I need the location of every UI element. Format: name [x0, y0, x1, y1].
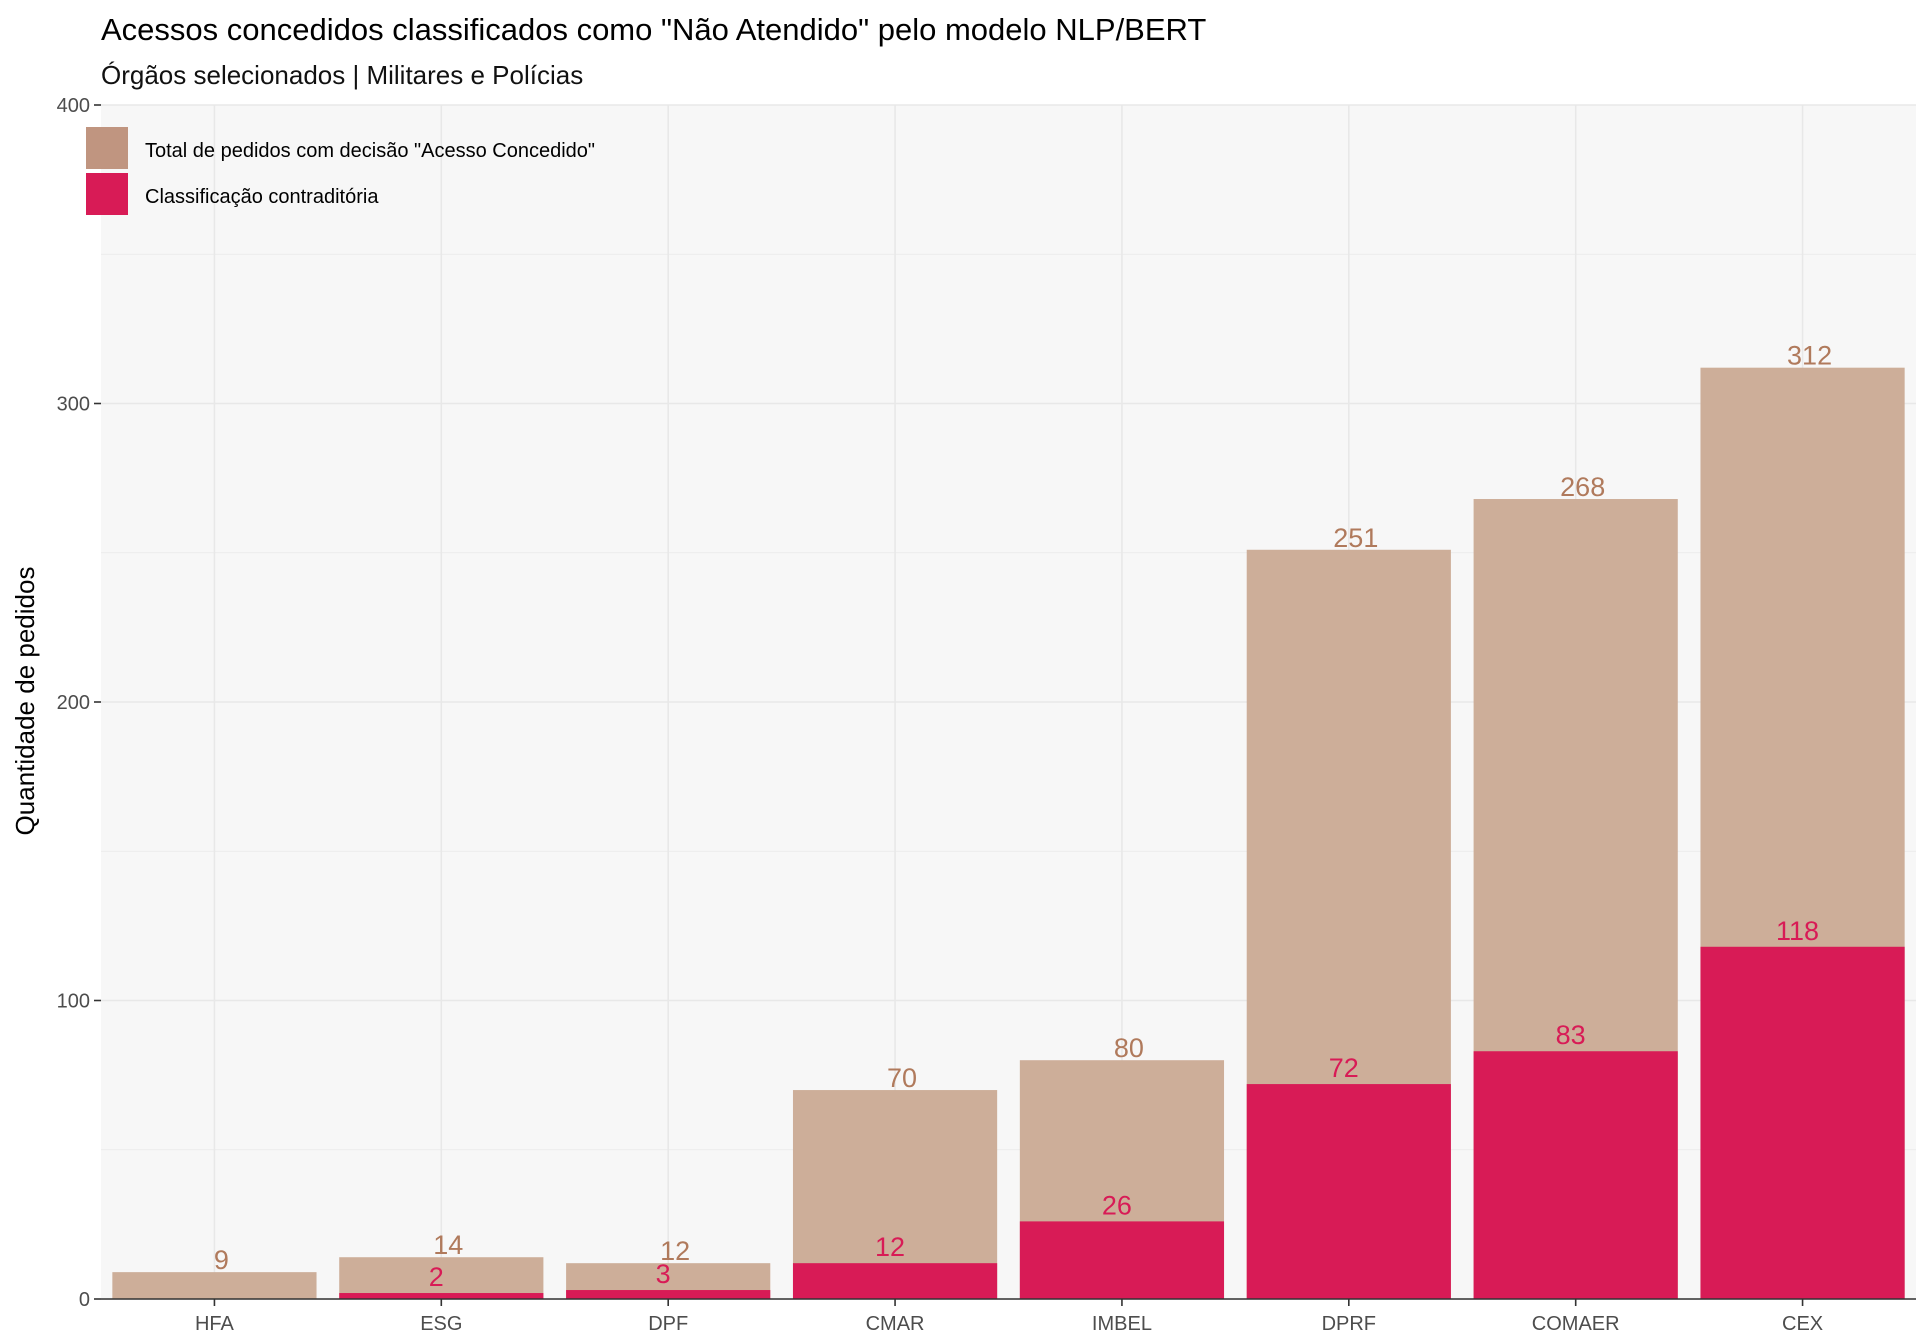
value-label-total-dprf: 251 [1333, 523, 1378, 553]
legend: Total de pedidos com decisão "Acesso Con… [86, 127, 595, 215]
x-tick-label-cex: CEX [1782, 1313, 1823, 1335]
legend-swatch-total [86, 127, 128, 169]
chart-title: Acessos concedidos classificados como "N… [101, 12, 1206, 47]
value-label-contradictory-cex: 118 [1776, 916, 1819, 946]
value-label-contradictory-cmar: 12 [875, 1232, 905, 1262]
y-tick-label: 100 [57, 991, 90, 1013]
legend-label-total: Total de pedidos com decisão "Acesso Con… [145, 140, 595, 162]
y-tick-label: 300 [57, 394, 90, 416]
value-label-contradictory-dpf: 3 [656, 1259, 671, 1289]
bar-contradictory-comaer [1473, 1051, 1678, 1299]
contradictory-bars [339, 946, 1905, 1299]
y-tick-label: 400 [57, 95, 90, 117]
x-tick-label-esg: ESG [420, 1313, 462, 1335]
x-tick-label-comaer: COMAER [1532, 1313, 1620, 1335]
value-label-total-cmar: 70 [887, 1063, 917, 1093]
value-label-total-esg: 14 [433, 1230, 463, 1260]
value-label-contradictory-dprf: 72 [1329, 1053, 1359, 1083]
bar-contradictory-imbel [1019, 1221, 1225, 1299]
x-tick-label-imbel: IMBEL [1092, 1313, 1152, 1335]
bar-contradictory-cmar [792, 1263, 998, 1299]
legend-swatch-contradictory [86, 173, 128, 215]
x-tick-label-dprf: DPRF [1322, 1313, 1376, 1335]
value-label-total-hfa: 9 [214, 1245, 229, 1275]
bar-contradictory-esg [339, 1293, 544, 1299]
y-tick-label: 200 [57, 692, 90, 714]
bar-contradictory-cex [1700, 946, 1905, 1299]
value-label-total-comaer: 268 [1560, 472, 1605, 502]
value-label-contradictory-esg: 2 [429, 1262, 444, 1292]
value-label-contradictory-comaer: 83 [1556, 1020, 1586, 1050]
y-tick-label: 0 [79, 1289, 90, 1311]
bar-contradictory-dprf [1246, 1084, 1451, 1299]
value-label-total-imbel: 80 [1114, 1033, 1144, 1063]
axes: 0 100 200 300 400 HFA ESG DPF CMAR IMBEL DPRF COMAE… [57, 95, 1916, 1335]
bar-total-esg [339, 1257, 544, 1299]
value-label-total-dpf: 12 [660, 1236, 690, 1266]
value-label-contradictory-imbel: 26 [1102, 1190, 1132, 1220]
x-tick-label-cmar: CMAR [866, 1313, 925, 1335]
x-tick-label-hfa: HFA [195, 1313, 235, 1335]
value-label-total-cex: 312 [1787, 341, 1832, 371]
x-tick-label-dpf: DPF [648, 1313, 688, 1335]
bar-contradictory-dpf [566, 1290, 771, 1299]
y-axis-label: Quantidade de pedidos [10, 567, 40, 836]
bar-total-hfa [112, 1272, 317, 1299]
legend-label-contradictory: Classificação contraditória [145, 186, 379, 208]
chart-subtitle: Órgãos selecionados | Militares e Políci… [101, 60, 583, 90]
